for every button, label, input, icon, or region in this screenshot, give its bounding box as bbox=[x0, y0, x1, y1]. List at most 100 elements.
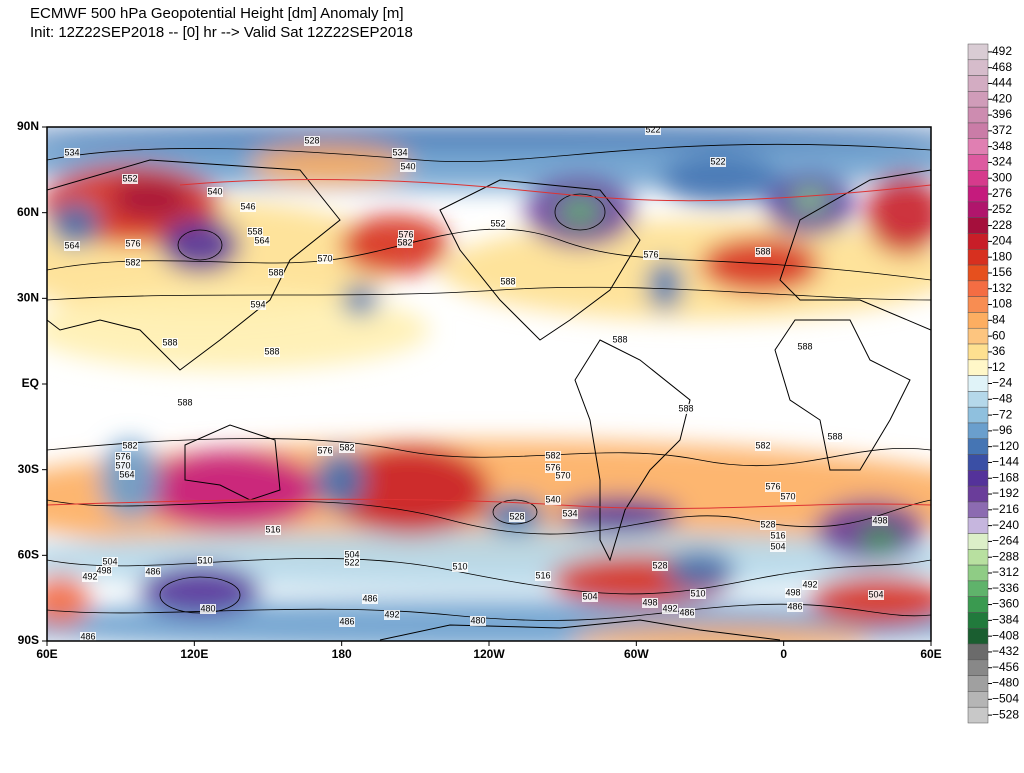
contour-label: 486 bbox=[80, 631, 95, 641]
colorbar-label: −48 bbox=[992, 391, 1013, 405]
contour-label: 588 bbox=[678, 403, 693, 413]
colorbar-label: 36 bbox=[992, 344, 1006, 358]
contour-line bbox=[47, 499, 931, 535]
colorbar-cell bbox=[967, 217, 989, 234]
colorbar-cell bbox=[967, 659, 989, 676]
colorbar-cell bbox=[967, 312, 989, 329]
colorbar-cell bbox=[967, 596, 989, 613]
shade bbox=[342, 284, 378, 316]
contour-label: 588 bbox=[500, 276, 515, 286]
contour-label-bg bbox=[555, 471, 571, 481]
contour-label-bg bbox=[122, 441, 138, 451]
shade bbox=[140, 565, 260, 615]
contour-label: 576 bbox=[545, 462, 560, 472]
contour-label-bg bbox=[304, 136, 320, 146]
contour-label: 558 bbox=[247, 226, 262, 236]
shade bbox=[865, 175, 931, 255]
coastline bbox=[439, 179, 641, 341]
contour-label-bg bbox=[509, 512, 525, 522]
contour-label: 534 bbox=[64, 147, 79, 157]
contour-label: 492 bbox=[384, 609, 399, 619]
contour-label: 588 bbox=[162, 337, 177, 347]
contour-label-bg bbox=[582, 592, 598, 602]
contour-label-bg bbox=[690, 589, 706, 599]
contour-label-bg bbox=[562, 509, 578, 519]
colorbar-cell bbox=[967, 422, 989, 440]
subtitle: Init: 12Z22SEP2018 -- [0] hr --> Valid S… bbox=[30, 24, 413, 41]
contour-label: 504 bbox=[868, 589, 883, 599]
contour-label-bg bbox=[397, 238, 413, 248]
contour-label: 480 bbox=[470, 615, 485, 625]
colorbar-label: −288 bbox=[992, 549, 1019, 563]
contour-label-bg bbox=[344, 558, 360, 568]
contour-label: 522 bbox=[344, 557, 359, 567]
contour-label: 540 bbox=[400, 161, 415, 171]
contour-label: 486 bbox=[787, 601, 802, 611]
colorbar-label: 348 bbox=[992, 139, 1012, 153]
lat-label: 60S bbox=[18, 548, 39, 562]
colorbar-label: −96 bbox=[992, 423, 1013, 437]
title: ECMWF 500 hPa Geopotential Height [dm] A… bbox=[30, 5, 404, 22]
shade bbox=[47, 575, 90, 625]
contour-label: 564 bbox=[64, 240, 79, 250]
contour-label: 480 bbox=[200, 603, 215, 613]
contour-label: 540 bbox=[545, 494, 560, 504]
colorbar-label: 132 bbox=[992, 281, 1012, 295]
colorbar-label: 84 bbox=[992, 313, 1006, 327]
contour-label-bg bbox=[490, 219, 506, 229]
lon-label: 120W bbox=[473, 647, 505, 661]
contour-label: 516 bbox=[770, 530, 785, 540]
contour-label: 510 bbox=[197, 555, 212, 565]
contour-label: 534 bbox=[392, 147, 407, 157]
contour-label-bg bbox=[868, 590, 884, 600]
colorbar-label: −312 bbox=[992, 565, 1019, 579]
contour-label: 552 bbox=[122, 173, 137, 183]
contour-label-bg bbox=[612, 335, 628, 345]
contour-label-bg bbox=[787, 602, 803, 612]
contour-label-bg bbox=[642, 598, 658, 608]
colorbar-cell bbox=[967, 43, 989, 61]
shade bbox=[250, 145, 410, 185]
contour-label-bg bbox=[339, 617, 355, 627]
coastlines bbox=[47, 159, 931, 641]
coastline bbox=[774, 319, 911, 471]
contour-label: 504 bbox=[102, 556, 117, 566]
coastline bbox=[574, 339, 691, 562]
colorbar-label: −504 bbox=[992, 691, 1019, 705]
contour-label-bg bbox=[827, 432, 843, 442]
contour-label-bg bbox=[802, 580, 818, 590]
colorbar-cell bbox=[967, 201, 989, 218]
colorbar-label: 276 bbox=[992, 186, 1012, 200]
contour-label-bg bbox=[797, 342, 813, 352]
contour-label: 576 bbox=[115, 451, 130, 461]
contour-label-bg bbox=[760, 520, 776, 530]
colorbar-cell bbox=[967, 375, 989, 392]
contour-label-bg bbox=[545, 451, 561, 461]
contour-label: 498 bbox=[96, 565, 111, 575]
colorbar-cell bbox=[967, 91, 989, 108]
contour-line bbox=[554, 193, 606, 231]
colorbar-cell bbox=[967, 122, 989, 139]
colorbar-cell bbox=[967, 580, 989, 597]
shade bbox=[47, 127, 931, 147]
shade bbox=[560, 497, 680, 533]
contour-label-bg bbox=[785, 588, 801, 598]
coastline bbox=[779, 169, 931, 331]
contour-label: 576 bbox=[317, 445, 332, 455]
colorbar-label: 468 bbox=[992, 60, 1012, 74]
colorbar-cell bbox=[967, 564, 989, 582]
contour-label-bg bbox=[80, 632, 96, 641]
contour-line bbox=[47, 143, 931, 163]
contour-label: 582 bbox=[122, 440, 137, 450]
contour-label: 510 bbox=[452, 561, 467, 571]
contour-line-540 bbox=[179, 179, 931, 202]
contour-label: 564 bbox=[254, 235, 269, 245]
contour-label-bg bbox=[652, 561, 668, 571]
contour-label-bg bbox=[678, 404, 694, 414]
colorbar-label: −72 bbox=[992, 407, 1013, 421]
colorbar-cell bbox=[967, 691, 989, 708]
contour-label-bg bbox=[125, 258, 141, 268]
contour-label: 486 bbox=[679, 607, 694, 617]
colorbar-cell bbox=[967, 517, 989, 534]
colorbar-label: −144 bbox=[992, 455, 1019, 469]
